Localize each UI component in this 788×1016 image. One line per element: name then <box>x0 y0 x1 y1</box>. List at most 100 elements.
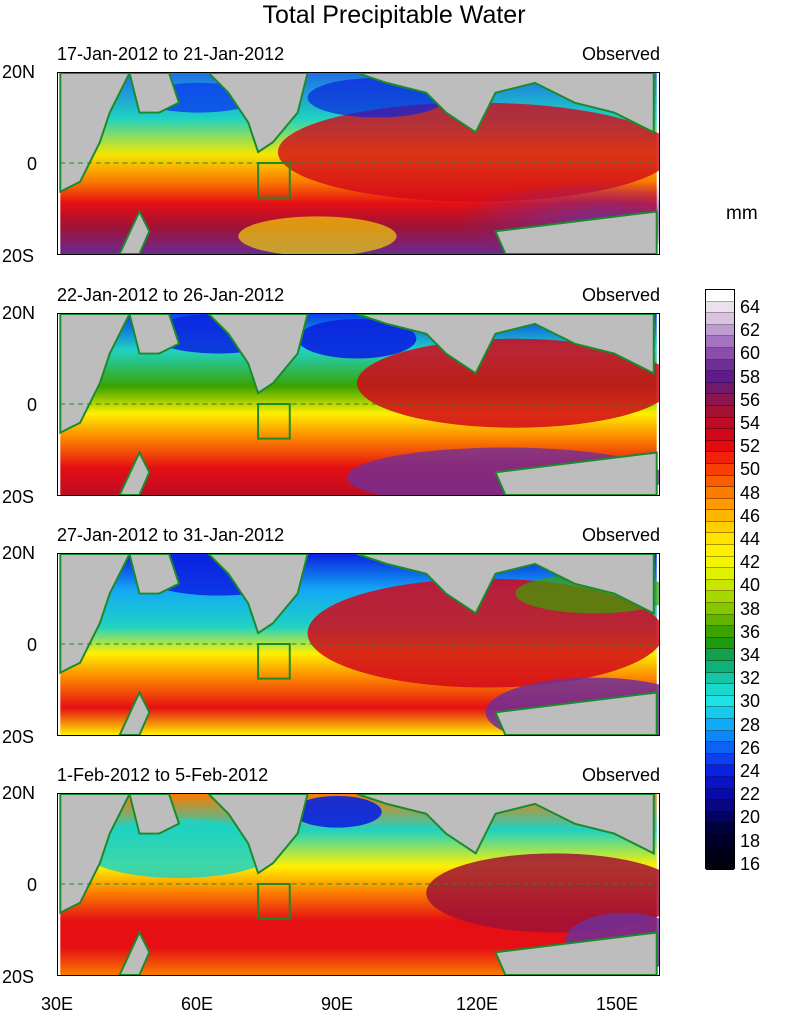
panel-tag: Observed <box>581 44 660 64</box>
colorbar-segment <box>706 718 734 731</box>
colorbar-segment <box>706 707 734 719</box>
colorbar-segment <box>706 359 734 372</box>
lon-label-30e: 30E <box>40 994 74 1014</box>
colorbar-segment <box>706 510 734 522</box>
colorbar-tick-label: 64 <box>740 297 761 317</box>
colorbar-tick-label: 18 <box>740 830 761 851</box>
colorbar-tick-label: 30 <box>740 691 761 712</box>
colorbar-segment <box>706 429 734 441</box>
colorbar-segment <box>706 313 734 325</box>
colorbar-segment <box>706 475 734 488</box>
colorbar-segment <box>706 290 734 302</box>
colorbar-segment <box>706 742 734 754</box>
colorbar-tick-label: 60 <box>740 343 761 364</box>
colorbar-tick-label: 56 <box>740 389 761 410</box>
lat-label-20s: 20S <box>2 487 35 507</box>
panel-date-range: 17-Jan-2012 to 21-Jan-2012 <box>57 44 285 64</box>
colorbar-segment <box>706 614 734 627</box>
lat-label-20s: 20S <box>2 246 35 266</box>
colorbar-segment <box>706 556 734 569</box>
colorbar-segment <box>706 498 734 511</box>
colorbar-tick-label: 40 <box>740 575 761 596</box>
colorbar-tick-label: 58 <box>740 366 761 387</box>
colorbar-tick-label: 16 <box>740 853 761 874</box>
colorbar-segment <box>706 440 734 453</box>
lat-label-0: 0 <box>27 154 38 174</box>
lat-label-20n: 20N <box>2 543 36 563</box>
colorbar-segment <box>706 637 734 650</box>
colorbar-segment <box>706 603 734 615</box>
panel-date-range: 27-Jan-2012 to 31-Jan-2012 <box>57 525 285 545</box>
colorbar-segment <box>706 394 734 406</box>
lon-label-150e: 150E <box>595 994 639 1014</box>
colorbar-segment <box>706 776 734 789</box>
colorbar-tick-label: 34 <box>740 645 761 665</box>
colorbar-segment <box>706 811 734 824</box>
colorbar-tick-label: 52 <box>740 436 761 457</box>
colorbar-segment <box>706 521 734 534</box>
panel-tag: Observed <box>581 765 660 785</box>
colorbar-tick-label: 26 <box>740 737 761 758</box>
colorbar-tick-label: 36 <box>740 621 761 642</box>
colorbar-segment <box>706 684 734 696</box>
colorbar-segment <box>706 347 734 360</box>
colorbar-tick-label: 62 <box>740 320 761 341</box>
colorbar-segment <box>706 382 734 395</box>
colorbar-segment <box>706 765 734 777</box>
precipitable-water-map <box>57 313 660 496</box>
colorbar-segment <box>706 846 734 859</box>
colorbar-segment <box>706 579 734 592</box>
colorbar-tick-label: 44 <box>740 529 761 549</box>
colorbar-segment <box>706 834 734 847</box>
colorbar-segment <box>706 371 734 383</box>
lat-label-20n: 20N <box>2 62 36 82</box>
colorbar-tick-label: 42 <box>740 552 761 573</box>
colorbar-segment <box>706 533 734 546</box>
colorbar-segment <box>706 463 734 476</box>
colorbar-segment <box>706 788 734 801</box>
colorbar-segment <box>706 417 734 430</box>
colorbar-segment <box>706 336 734 348</box>
lat-label-20s: 20S <box>2 727 35 747</box>
precipitable-water-map <box>57 72 660 255</box>
colorbar-segment <box>706 753 734 766</box>
lat-label-0: 0 <box>27 635 38 655</box>
panel-date-range: 1-Feb-2012 to 5-Feb-2012 <box>57 765 269 785</box>
lat-label-20n: 20N <box>2 303 36 323</box>
colorbar-tick-label: 22 <box>740 784 761 805</box>
precipitable-water-map <box>57 553 660 736</box>
panel-tag: Observed <box>581 285 660 305</box>
colorbar-tick-label: 54 <box>740 413 761 433</box>
colorbar-tick-label: 46 <box>740 505 761 526</box>
lat-label-20n: 20N <box>2 783 36 803</box>
colorbar-segment <box>706 800 734 812</box>
colorbar-segment <box>706 301 734 314</box>
colorbar-segment <box>706 672 734 685</box>
lon-label-90e: 90E <box>320 994 354 1014</box>
colorbar-segment <box>706 405 734 418</box>
colorbar-segment <box>706 858 734 870</box>
colorbar-segment <box>706 568 734 580</box>
lon-label-60e: 60E <box>180 994 214 1014</box>
colorbar-tick-label: 48 <box>740 482 761 503</box>
colorbar-segment <box>706 661 734 673</box>
colorbar-tick-label: 20 <box>740 807 761 828</box>
colorbar-segment <box>706 545 734 557</box>
colorbar-tick-label: 38 <box>740 598 761 619</box>
colorbar-segment <box>706 695 734 708</box>
colorbar-segment <box>706 823 734 835</box>
panel-tag: Observed <box>581 525 660 545</box>
colorbar-tick-label: 32 <box>740 668 761 689</box>
colorbar-units: mm <box>726 203 758 224</box>
colorbar-tick-label: 50 <box>740 459 761 480</box>
colorbar-tick-label: 24 <box>740 761 761 781</box>
colorbar <box>705 289 735 870</box>
colorbar-segment <box>706 324 734 337</box>
lat-label-20s: 20S <box>2 967 35 987</box>
colorbar-segment <box>706 452 734 464</box>
lat-label-0: 0 <box>27 875 38 895</box>
colorbar-segment <box>706 626 734 638</box>
colorbar-segment <box>706 649 734 661</box>
colorbar-segment <box>706 730 734 743</box>
colorbar-segment <box>706 487 734 499</box>
